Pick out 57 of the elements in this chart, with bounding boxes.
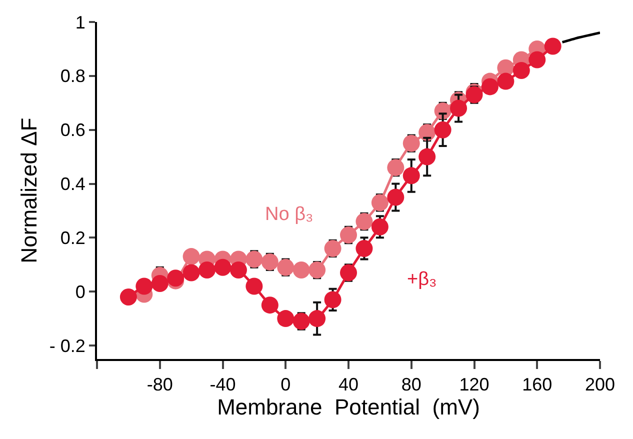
y-axis-title: Normalized ΔF: [16, 118, 42, 264]
point: [371, 194, 388, 212]
y-tick-label: - 0.2: [49, 336, 86, 356]
point: [544, 38, 562, 55]
y-tick-label: 0.2: [60, 228, 86, 248]
point: [434, 121, 452, 138]
point: [292, 262, 310, 279]
point: [371, 218, 388, 236]
point: [136, 278, 153, 295]
x-tick-label: 200: [584, 374, 616, 395]
x-axis-title: Membrane Potential (mV): [217, 394, 480, 420]
x-tick-label: 160: [522, 374, 552, 395]
point: [387, 188, 404, 206]
point: [356, 213, 373, 230]
point: [230, 262, 247, 279]
point: [528, 51, 546, 68]
point: [198, 262, 216, 279]
point: [340, 264, 357, 282]
x-tick-label: 120: [459, 374, 490, 395]
point: [402, 167, 420, 184]
point: [356, 240, 373, 257]
point: [497, 72, 514, 90]
point: [308, 310, 326, 328]
y-tick-label: 0: [75, 282, 86, 302]
y-tick-label: 0.8: [60, 66, 86, 86]
x-tick-label: 0: [280, 374, 291, 395]
point: [277, 310, 294, 328]
x-tick-label: 40: [338, 374, 359, 395]
point: [481, 78, 498, 96]
point: [402, 134, 420, 152]
x-tick-label: 80: [401, 374, 422, 395]
annotation: +β₃: [407, 269, 437, 290]
point: [261, 253, 278, 270]
point: [246, 250, 263, 268]
point: [512, 62, 530, 80]
point: [387, 159, 404, 176]
point: [246, 278, 263, 295]
point: [340, 226, 357, 244]
point: [324, 240, 342, 257]
point: [182, 248, 200, 266]
point: [120, 288, 137, 306]
point: [308, 262, 326, 279]
x-tick-label: -80: [146, 374, 173, 395]
y-tick-label: 0.4: [60, 174, 86, 194]
point: [450, 100, 468, 117]
point: [418, 148, 436, 166]
point: [182, 264, 200, 282]
y-tick-label: 0.6: [60, 120, 86, 140]
point: [261, 296, 278, 314]
point: [324, 291, 342, 308]
point: [151, 275, 168, 292]
x-tick-label: -40: [210, 374, 236, 395]
y-tick-label: 1: [75, 12, 86, 32]
point: [292, 312, 310, 330]
point: [214, 258, 232, 276]
point: [277, 258, 294, 276]
annotation: No β₃: [265, 204, 314, 225]
